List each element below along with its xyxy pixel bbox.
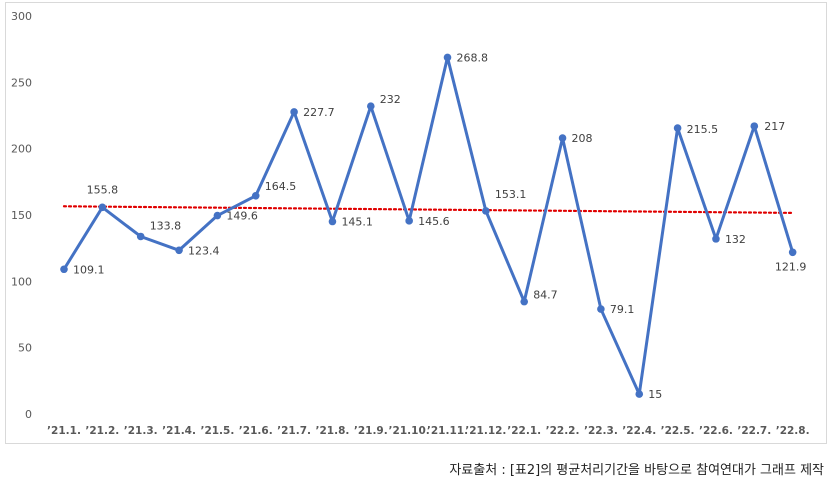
data-point <box>443 53 452 62</box>
data-point <box>673 124 682 132</box>
data-point <box>750 122 759 130</box>
data-label: 155.8 <box>87 183 119 196</box>
x-tick-label: ’22.2. <box>546 425 580 437</box>
data-label: 227.7 <box>303 106 335 119</box>
data-point <box>788 248 797 257</box>
y-tick-label: 250 <box>11 76 32 89</box>
x-tick-label: ’21.9. <box>354 425 388 437</box>
x-tick-label: ’22.8. <box>776 425 810 437</box>
data-point <box>520 297 528 306</box>
x-tick-label: ’22.7. <box>737 425 771 437</box>
data-label: 132 <box>725 233 746 246</box>
y-axis: 0 50 100 150 200 250 300 <box>11 10 32 421</box>
series-line <box>62 55 795 396</box>
data-point <box>597 305 605 313</box>
x-tick-label: ’21.12. <box>465 425 506 437</box>
x-tick-label: ’22.5. <box>661 425 695 437</box>
y-tick-label: 150 <box>11 209 32 222</box>
data-point <box>405 217 413 225</box>
data-label: 123.4 <box>188 244 220 257</box>
data-label: 149.6 <box>226 210 258 223</box>
data-label: 145.1 <box>341 216 373 229</box>
data-point <box>251 191 260 200</box>
data-label: 121.9 <box>775 260 807 273</box>
chart-frame: 0 50 100 150 200 250 300 ’21.1. ’21.2. ’21.3. ’21… <box>5 2 827 444</box>
x-tick-label: ’21.10. <box>389 425 430 437</box>
data-point <box>60 265 68 274</box>
data-point <box>98 203 107 212</box>
data-label: 217 <box>764 120 785 133</box>
x-axis: ’21.1. ’21.2. ’21.3. ’21.4. ’21.5. ’21.6. ’21.… <box>47 425 810 437</box>
data-label: 215.5 <box>687 123 719 136</box>
y-tick-label: 100 <box>11 275 32 288</box>
data-point <box>367 102 375 111</box>
data-point <box>213 211 222 220</box>
y-tick-label: 0 <box>25 408 32 421</box>
x-tick-label: ’21.1. <box>47 425 81 437</box>
data-label: 164.5 <box>265 180 297 193</box>
x-tick-label: ’21.3. <box>124 425 158 437</box>
data-point <box>328 217 337 226</box>
data-point <box>558 134 567 142</box>
x-tick-label: ’22.3. <box>584 425 618 437</box>
data-point <box>482 207 490 215</box>
data-label: 232 <box>380 93 401 106</box>
data-label: 153.1 <box>495 188 526 201</box>
data-label: 84.7 <box>533 289 558 302</box>
data-label: 109.1 <box>73 263 105 276</box>
x-tick-label: ’21.11. <box>427 425 468 437</box>
data-label: 208 <box>572 132 593 145</box>
data-point <box>136 232 145 241</box>
data-label: 79.1 <box>610 303 635 316</box>
x-tick-label: ’21.2. <box>85 425 119 437</box>
x-tick-label: ’21.7. <box>277 425 311 437</box>
x-tick-label: ’21.5. <box>200 425 234 437</box>
data-label-layer: 109.1 155.8 133.8 123.4 149.6 164.5 227.7 145.1… <box>73 51 806 401</box>
data-point <box>712 235 720 243</box>
x-tick-label: ’21.4. <box>162 425 196 437</box>
x-tick-label: ’22.4. <box>622 425 656 437</box>
data-label: 133.8 <box>150 219 182 232</box>
x-tick-label: ’22.6. <box>699 425 733 437</box>
x-tick-label: ’21.8. <box>316 425 350 437</box>
data-label: 145.6 <box>418 215 450 228</box>
data-label: 268.8 <box>457 51 489 64</box>
x-tick-label: ’22.1. <box>507 425 541 437</box>
y-tick-label: 200 <box>11 143 32 156</box>
trendline-layer <box>62 205 794 214</box>
data-point <box>175 246 183 255</box>
series-layer <box>60 53 797 398</box>
x-tick-label: ’21.6. <box>239 425 273 437</box>
y-tick-label: 50 <box>18 342 32 355</box>
data-label: 15 <box>648 388 662 401</box>
data-point <box>290 108 298 116</box>
source-note: 자료출처 : [표2]의 평균처리기간을 바탕으로 참여연대가 그래프 제작 <box>449 463 824 478</box>
y-tick-label: 300 <box>11 10 32 23</box>
trendline <box>62 205 794 214</box>
data-point <box>635 390 644 398</box>
